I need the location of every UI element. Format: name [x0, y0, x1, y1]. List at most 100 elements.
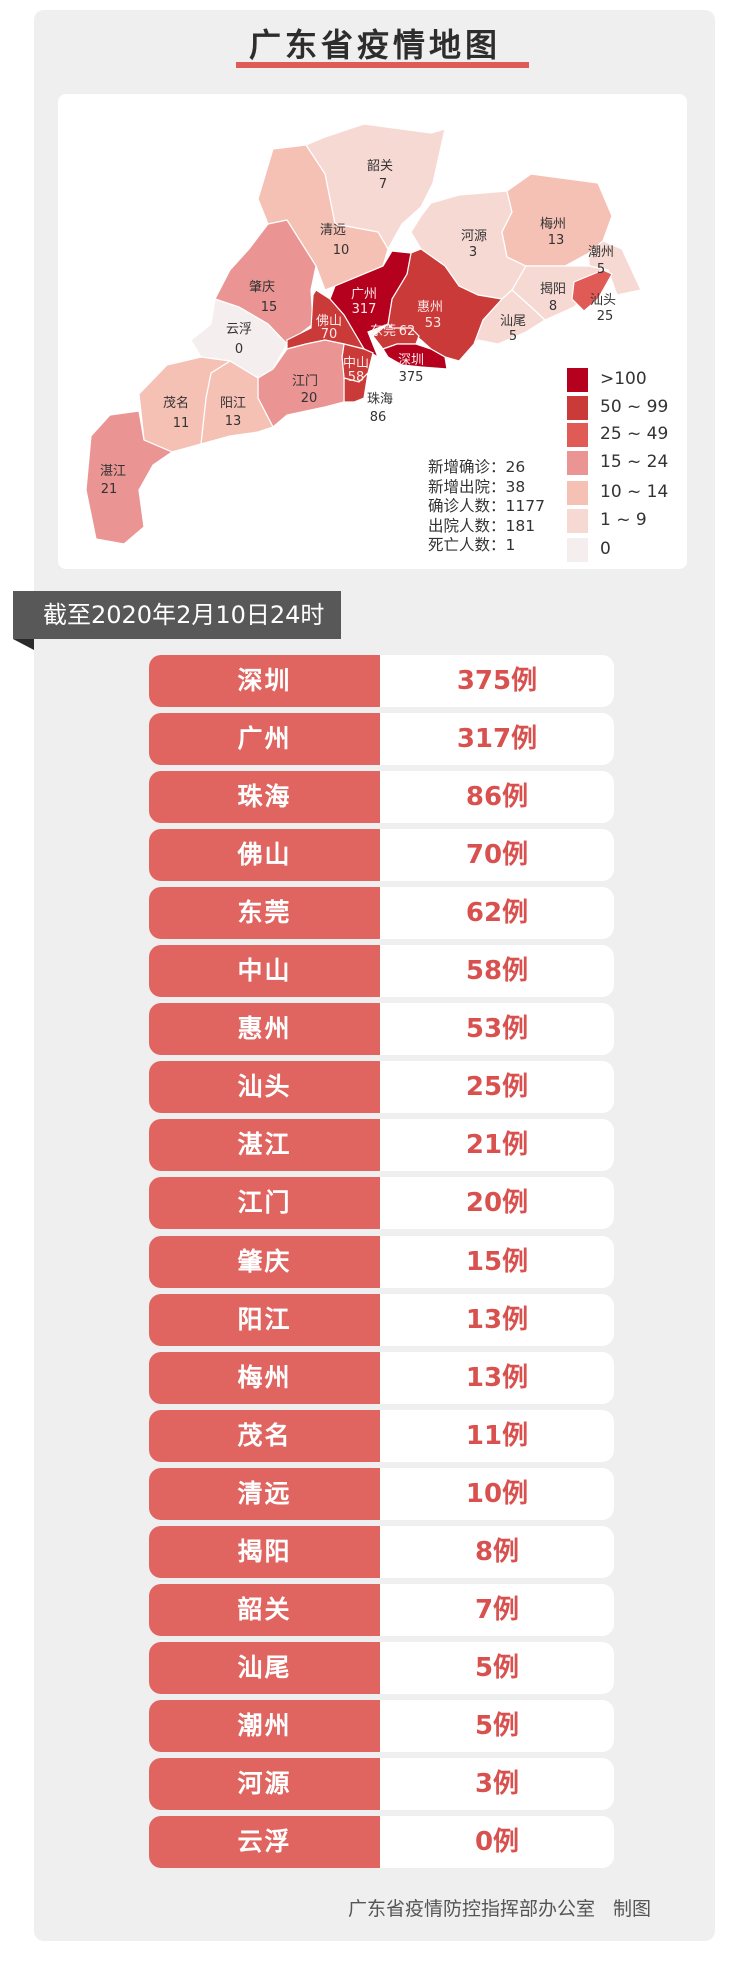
city-case-count: 86例 — [380, 771, 614, 823]
city-name: 汕头 — [149, 1061, 380, 1114]
city-case-count: 53例 — [380, 1003, 614, 1055]
case-number: 21 — [465, 1130, 503, 1161]
case-number: 11 — [465, 1420, 503, 1451]
city-name: 阳江 — [149, 1293, 380, 1346]
city-row: 韶关 7例 — [149, 1583, 614, 1636]
map-region-cases: 375 — [399, 370, 424, 385]
city-name: 揭阳 — [149, 1525, 380, 1578]
city-name: 江门 — [149, 1177, 380, 1230]
stat-label: 新增出院 — [428, 477, 491, 496]
case-number: 317 — [456, 724, 512, 755]
stat-value: 38 — [505, 477, 526, 496]
map-region-cases: 8 — [549, 299, 557, 314]
case-number: 10 — [465, 1478, 503, 1509]
city-row: 肇庆 15例 — [149, 1235, 614, 1288]
case-unit: 例 — [502, 1130, 529, 1161]
legend-label: >100 — [600, 369, 647, 389]
city-case-count: 0例 — [380, 1816, 614, 1868]
case-number: 62 — [465, 898, 503, 929]
city-case-count: 58例 — [380, 945, 614, 997]
map-region-name: 肇庆 — [249, 280, 275, 295]
city-row: 河源 3例 — [149, 1757, 614, 1810]
case-unit: 例 — [511, 666, 538, 696]
map-region-name: 深圳 — [398, 353, 424, 368]
case-unit: 例 — [493, 1594, 520, 1625]
city-name: 佛山 — [149, 829, 380, 882]
map-region-name: 广州 — [351, 287, 377, 302]
case-number: 86 — [465, 782, 503, 813]
case-unit: 例 — [493, 1536, 520, 1567]
city-name: 汕尾 — [149, 1641, 380, 1694]
case-number: 20 — [465, 1188, 503, 1219]
legend-label: 50 ~ 99 — [600, 397, 669, 417]
city-row: 汕头 25例 — [149, 1061, 614, 1114]
legend-item: 0 — [567, 538, 697, 564]
city-name: 深圳 — [149, 655, 380, 707]
case-number: 13 — [465, 1304, 503, 1335]
map-region-name: 韶关 — [367, 158, 393, 174]
city-row: 惠州 53例 — [149, 1003, 614, 1056]
city-row: 汕尾 5例 — [149, 1641, 614, 1694]
stat-label: 确诊人数 — [428, 497, 491, 516]
legend-item: >100 — [567, 368, 697, 394]
case-unit: 例 — [511, 724, 538, 755]
map-region-name: 河源 — [461, 229, 487, 244]
stat-separator: ： — [490, 458, 506, 476]
city-case-count: 20例 — [380, 1177, 614, 1229]
footer-suffix: 制图 — [613, 1898, 652, 1920]
city-case-count: 375例 — [380, 655, 614, 707]
legend-swatch — [567, 423, 588, 447]
city-row: 珠海 86例 — [149, 771, 614, 824]
city-case-count: 7例 — [380, 1584, 614, 1636]
legend-swatch — [567, 396, 588, 420]
map-region-cases: 0 — [235, 342, 243, 357]
city-name: 东莞 — [149, 887, 380, 940]
city-case-count: 70例 — [380, 829, 614, 881]
stat-label: 新增确诊 — [428, 458, 491, 476]
legend-label: 15 ~ 24 — [600, 452, 669, 472]
city-case-count: 25例 — [380, 1061, 614, 1113]
footer-credit: 广东省疫情防控指挥部办公室 制图 — [348, 1894, 669, 1921]
case-unit: 例 — [493, 1652, 520, 1683]
city-row: 茂名 11例 — [149, 1409, 614, 1462]
map-region-cases: 25 — [597, 309, 614, 324]
stat-label: 出院人数 — [428, 516, 491, 535]
map-region-cases: 3 — [469, 245, 477, 260]
map-region-cases: 13 — [225, 414, 242, 429]
legend-item: 25 ~ 49 — [567, 423, 697, 449]
map-region-name: 清远 — [320, 223, 346, 238]
legend-item: 1 ~ 9 — [567, 509, 697, 535]
city-row: 潮州 5例 — [149, 1699, 614, 1752]
legend-label: 25 ~ 49 — [600, 424, 669, 444]
map-region-cases: 20 — [301, 391, 318, 406]
city-case-count: 15例 — [380, 1236, 614, 1288]
date-banner: 截至2020年2月10日24时 — [13, 591, 341, 639]
city-row: 深圳 375例 — [149, 655, 614, 707]
title-underline — [236, 62, 529, 68]
city-case-count: 11例 — [380, 1410, 614, 1462]
stat-separator: ： — [490, 497, 506, 516]
case-number: 0 — [474, 1827, 494, 1857]
map-region-cases: 5 — [597, 262, 605, 277]
city-name: 广州 — [149, 713, 380, 766]
map-region-cases: 86 — [370, 410, 387, 425]
city-name: 韶关 — [149, 1583, 380, 1636]
map-region-cases: 62 — [399, 324, 416, 339]
case-number: 3 — [474, 1768, 494, 1799]
case-unit: 例 — [502, 782, 529, 813]
case-number: 53 — [465, 1014, 503, 1045]
map-region — [588, 240, 642, 296]
case-number: 13 — [465, 1362, 503, 1393]
map-region-name: 汕尾 — [500, 314, 526, 329]
city-case-count: 8例 — [380, 1526, 614, 1578]
stat-value: 1 — [505, 536, 516, 555]
case-unit: 例 — [502, 1304, 529, 1335]
city-name: 云浮 — [149, 1816, 380, 1868]
city-case-count: 3例 — [380, 1758, 614, 1810]
legend-label: 1 ~ 9 — [600, 510, 647, 530]
city-case-count: 10例 — [380, 1468, 614, 1520]
stat-value: 181 — [505, 516, 536, 535]
case-number: 15 — [465, 1246, 503, 1277]
page-title: 广东省疫情地图 — [248, 26, 501, 64]
map-region-cases: 15 — [261, 300, 278, 315]
